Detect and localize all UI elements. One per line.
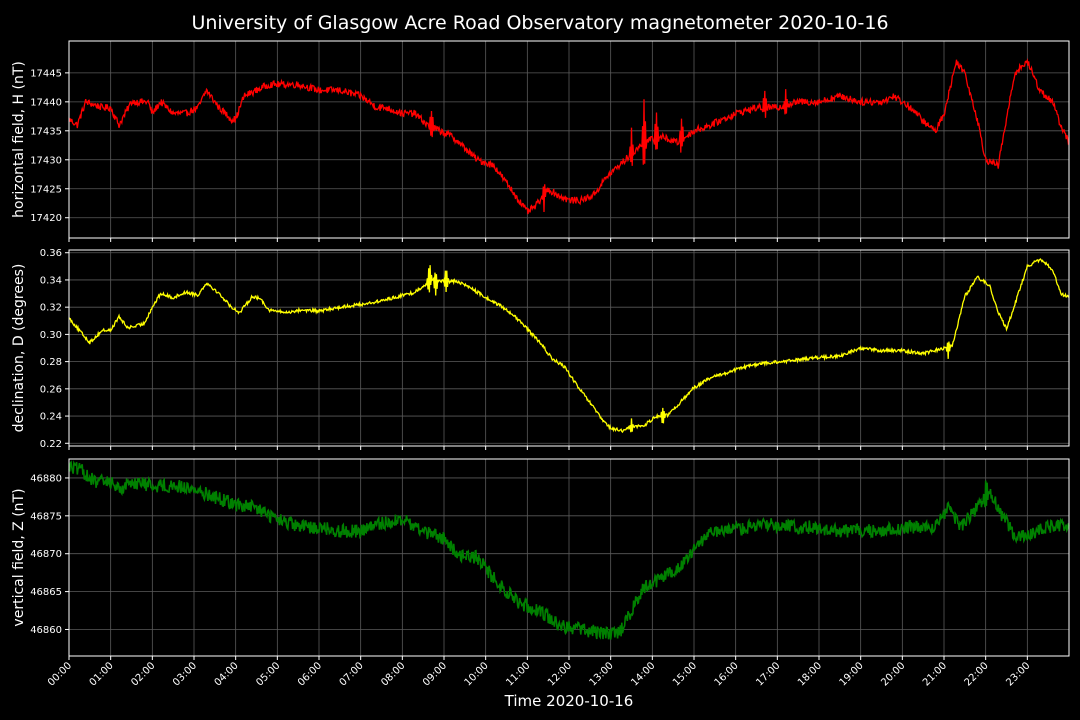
series-line-h <box>68 58 1070 215</box>
y-tick-label: 17430 <box>30 155 62 166</box>
axes-frame <box>68 458 1070 657</box>
y-tick-label: 46865 <box>30 587 62 598</box>
chart-title: University of Glasgow Acre Road Observat… <box>191 12 888 34</box>
y-tick-label: 0.36 <box>40 248 62 259</box>
x-axis-label: Time 2020-10-16 <box>504 692 634 710</box>
y-tick-label: 0.30 <box>40 330 62 341</box>
axes-frame <box>68 40 1070 239</box>
panel-h: 17420 17425 17430 17435 17440 17445horizontal… <box>11 40 1070 242</box>
y-tick-label: 0.22 <box>40 439 62 450</box>
y-tick-label: 17425 <box>30 184 62 195</box>
y-tick-label: 17420 <box>30 213 62 224</box>
y-tick-label: 17440 <box>30 97 62 108</box>
y-tick-label: 46870 <box>30 549 62 560</box>
panels: 17420 17425 17430 17435 17440 17445horizontal… <box>11 40 1070 660</box>
y-tick-label: 0.24 <box>40 412 62 423</box>
y-tick-label: 17435 <box>30 126 62 137</box>
y-tick-label: 46880 <box>30 473 62 484</box>
y-axis-label: vertical field, Z (nT) <box>11 488 27 626</box>
panel-d: 0.22 0.24 0.26 0.28 0.30 0.32 0.34 0.36 declinat… <box>11 248 1070 450</box>
y-tick-label: 46860 <box>30 625 62 636</box>
y-axis-label: declination, D (degrees) <box>11 264 27 433</box>
y-tick-label: 46875 <box>30 511 62 522</box>
y-tick-label: 17445 <box>30 68 62 79</box>
y-tick-label: 0.28 <box>40 357 62 368</box>
axes-frame <box>68 249 1070 447</box>
y-tick-label: 0.26 <box>40 384 62 395</box>
y-axis-label: horizontal field, H (nT) <box>11 61 27 218</box>
series-line-z <box>68 460 1070 640</box>
y-tick-label: 0.34 <box>40 275 62 286</box>
series-line-d <box>68 258 1070 434</box>
y-tick-label: 0.32 <box>40 303 62 314</box>
